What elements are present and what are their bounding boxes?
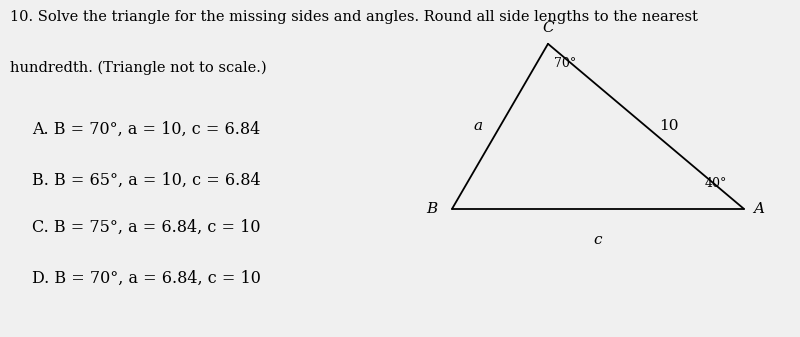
- Text: C. B = 75°, a = 6.84, c = 10: C. B = 75°, a = 6.84, c = 10: [32, 219, 261, 236]
- Text: 70°: 70°: [554, 57, 577, 70]
- Text: hundredth. (Triangle not to scale.): hundredth. (Triangle not to scale.): [10, 61, 266, 75]
- Text: a: a: [473, 119, 482, 133]
- Text: C: C: [542, 21, 554, 35]
- Text: A. B = 70°, a = 10, c = 6.84: A. B = 70°, a = 10, c = 6.84: [32, 121, 260, 138]
- Text: B. B = 65°, a = 10, c = 6.84: B. B = 65°, a = 10, c = 6.84: [32, 172, 261, 189]
- Text: c: c: [594, 233, 602, 247]
- Text: 10: 10: [658, 119, 678, 133]
- Text: B: B: [426, 202, 438, 216]
- Text: D. B = 70°, a = 6.84, c = 10: D. B = 70°, a = 6.84, c = 10: [32, 270, 261, 286]
- Text: A: A: [754, 202, 765, 216]
- Text: 10. Solve the triangle for the missing sides and angles. Round all side lengths : 10. Solve the triangle for the missing s…: [10, 10, 698, 24]
- Text: 40°: 40°: [705, 177, 727, 190]
